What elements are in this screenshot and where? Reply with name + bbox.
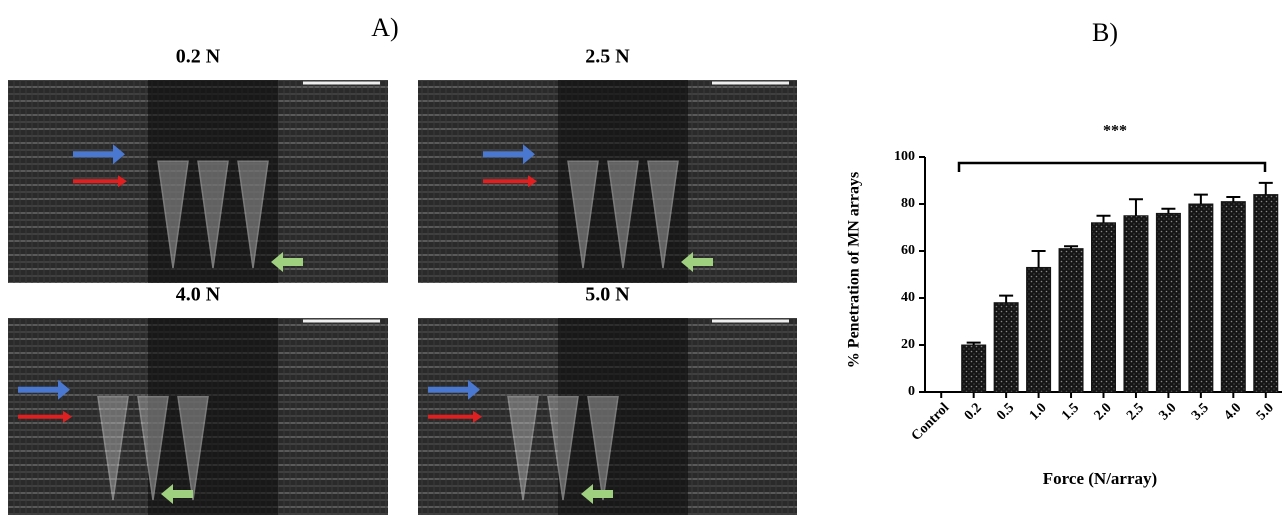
figure: A) B) % Penetration of MN arrays Force (… <box>0 0 1285 515</box>
y-axis-label: % Penetration of MN arrays <box>846 172 863 368</box>
image-shade <box>148 318 278 515</box>
error-bar <box>1129 199 1143 215</box>
x-tick-label: 3.0 <box>1157 400 1180 423</box>
x-tick-label: 3.5 <box>1189 400 1212 423</box>
bar <box>1221 202 1245 392</box>
bar <box>994 303 1018 392</box>
x-tick-label: 2.0 <box>1092 400 1115 423</box>
error-bar <box>999 296 1013 303</box>
x-tick-label: 1.5 <box>1059 400 1082 423</box>
y-tick-label: 20 <box>901 337 915 352</box>
image-label: 4.0 N <box>176 284 221 306</box>
bar <box>1027 267 1051 392</box>
error-bar <box>1194 195 1208 204</box>
bar <box>1156 213 1180 392</box>
image-label: 2.5 N <box>585 46 630 68</box>
x-tick-label: 0.2 <box>962 400 985 423</box>
y-tick-label: 40 <box>901 290 915 305</box>
x-tick-label: Control <box>909 400 953 444</box>
x-tick-label: 2.5 <box>1124 400 1147 423</box>
y-tick-label: 0 <box>908 384 915 399</box>
significance-bracket <box>959 163 1265 172</box>
panel-label: A) <box>371 13 398 42</box>
y-tick-label: 100 <box>894 149 915 164</box>
bar <box>1092 223 1116 392</box>
bar <box>1124 216 1148 392</box>
x-tick-label: 0.5 <box>994 400 1017 423</box>
image-label: 5.0 N <box>585 284 630 306</box>
x-axis-label: Force (N/array) <box>1043 469 1157 488</box>
error-bar <box>1259 183 1273 195</box>
bar <box>1059 249 1083 392</box>
image-label: 0.2 N <box>176 46 221 68</box>
bar <box>1189 204 1213 392</box>
y-tick-label: 60 <box>901 243 915 258</box>
bar <box>962 345 986 392</box>
error-bar <box>1226 197 1240 202</box>
significance: *** <box>1103 123 1127 140</box>
panel-label: B) <box>1092 18 1118 47</box>
error-bar <box>1032 251 1046 267</box>
y-tick-label: 80 <box>901 196 915 211</box>
error-bar <box>1161 209 1175 214</box>
error-bar <box>1097 216 1111 223</box>
x-tick-label: 5.0 <box>1254 400 1277 423</box>
x-tick-label: 1.0 <box>1027 400 1050 423</box>
bar <box>1254 195 1278 392</box>
image-shade <box>558 318 688 515</box>
x-tick-label: 4.0 <box>1221 400 1244 423</box>
